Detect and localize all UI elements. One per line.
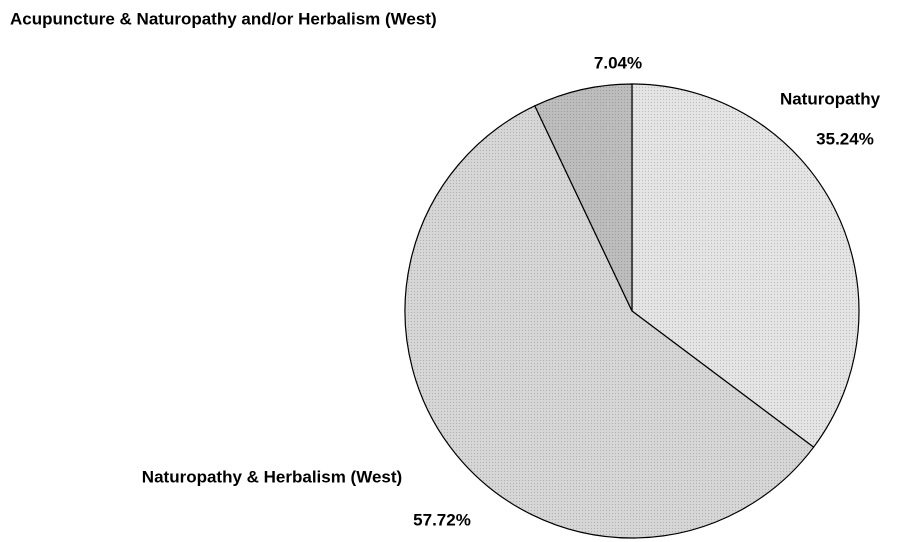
slice-value-label: 57.72% bbox=[413, 510, 471, 529]
slice-value-label: 35.24% bbox=[816, 129, 874, 148]
slice-texture bbox=[404, 105, 814, 538]
slice-value-label: 7.04% bbox=[594, 53, 642, 72]
pie bbox=[404, 83, 860, 539]
slice-label: Acupuncture & Naturopathy and/or Herbali… bbox=[10, 9, 437, 28]
slice-texture bbox=[632, 84, 859, 448]
slice-label: Naturopathy bbox=[780, 89, 881, 108]
slice-texture bbox=[534, 84, 632, 311]
slice-label: Naturopathy & Herbalism (West) bbox=[142, 467, 402, 486]
